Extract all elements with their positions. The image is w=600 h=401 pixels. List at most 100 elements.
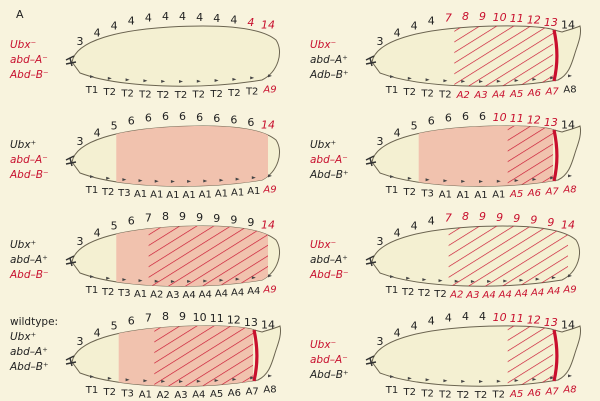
abd-b-band bbox=[252, 329, 259, 382]
segment-number: 9 bbox=[247, 216, 254, 229]
gene-allele: Ubx⁻ bbox=[310, 239, 337, 251]
denticle-mark bbox=[568, 374, 572, 378]
gene-allele: Abd–B⁺ bbox=[310, 169, 349, 181]
segment-identity-label: A1 bbox=[492, 190, 505, 201]
segment-identity-label: A7 bbox=[246, 386, 259, 397]
segment-identity-label: T2 bbox=[245, 86, 258, 97]
denticle-mark bbox=[443, 79, 448, 83]
segment-number: 6 bbox=[479, 110, 486, 123]
segment-identity-label: T2 bbox=[403, 387, 416, 398]
segment-number: 5 bbox=[111, 320, 118, 333]
gene-allele: abd–A⁻ bbox=[10, 54, 48, 66]
segment-identity-label: A5 bbox=[210, 389, 223, 400]
segment-identity-label: T2 bbox=[209, 89, 222, 100]
segment-identity-label: A7 bbox=[545, 86, 560, 97]
embryo-panel-l3: 3 4 5 6 7 8 9 9 9 9 9 14 T1 T2 T3 A1 A2 A3 A4 A4 A4 A4 A4 A9 Ubx… bbox=[0, 200, 300, 301]
segment-identity-label: A7 bbox=[545, 386, 560, 397]
segment-identity-label: A1 bbox=[199, 190, 212, 201]
denticle-mark bbox=[214, 79, 219, 83]
segment-number: 9 bbox=[479, 210, 486, 223]
segment-number: 4 bbox=[428, 15, 435, 28]
segment-number: 6 bbox=[128, 215, 135, 228]
segment-identity-label: A4 bbox=[514, 289, 528, 300]
segment-number: 6 bbox=[428, 115, 435, 128]
gene-allele: Abd–B⁺ bbox=[10, 361, 49, 373]
segment-identity-label: A2 bbox=[157, 390, 170, 401]
denticle-mark bbox=[251, 276, 256, 280]
segment-identity-label: A9 bbox=[262, 84, 276, 95]
segment-number: 14 bbox=[561, 119, 575, 132]
denticle-mark bbox=[170, 279, 175, 283]
segment-identity-label: T3 bbox=[117, 288, 130, 299]
segment-identity-label: A3 bbox=[166, 290, 179, 301]
gene-allele: Abd–B⁻ bbox=[10, 69, 49, 81]
denticle-mark bbox=[532, 77, 537, 81]
segment-number: 5 bbox=[411, 120, 418, 133]
denticle-mark bbox=[461, 179, 466, 183]
segment-number: 4 bbox=[394, 26, 401, 39]
head-skeleton bbox=[65, 155, 77, 167]
segment-identity-label: A1 bbox=[166, 190, 179, 201]
segment-number: 9 bbox=[213, 212, 220, 225]
segment-number: 13 bbox=[544, 316, 558, 329]
segment-identity-label: T2 bbox=[420, 388, 433, 399]
denticle-mark bbox=[268, 274, 272, 278]
segment-number: 3 bbox=[77, 35, 84, 48]
genotype-label: Ubx⁺ abd–A⁻ Abd–B⁻ bbox=[10, 138, 49, 183]
denticle-mark bbox=[568, 274, 572, 278]
segment-identity-label: T2 bbox=[192, 90, 205, 101]
expression-region-ubx bbox=[116, 126, 268, 187]
denticle-mark bbox=[454, 279, 459, 283]
segment-number: 7 bbox=[445, 211, 452, 224]
segment-number: 8 bbox=[162, 310, 169, 323]
segment-identity-label: A4 bbox=[192, 390, 205, 401]
denticle-mark bbox=[219, 278, 224, 282]
segment-number: 14 bbox=[561, 219, 575, 232]
embryo-outline bbox=[71, 25, 280, 87]
segment-number: 13 bbox=[544, 116, 558, 129]
segment-number: 12 bbox=[527, 314, 541, 327]
segment-number: 4 bbox=[145, 11, 152, 24]
segment-identity-label: A1 bbox=[231, 188, 244, 199]
segment-identity-label: A5 bbox=[509, 189, 523, 200]
expression-region-hatched bbox=[448, 226, 568, 287]
segment-number: 8 bbox=[462, 10, 469, 23]
denticle-mark bbox=[487, 279, 492, 283]
denticle-mark bbox=[179, 379, 183, 383]
segment-identity-label: A3 bbox=[473, 90, 487, 101]
segment-number: 14 bbox=[261, 219, 275, 232]
segment-number: 11 bbox=[510, 12, 524, 25]
denticle-mark bbox=[268, 174, 272, 178]
segment-number: 9 bbox=[530, 214, 537, 227]
segment-number: 14 bbox=[261, 119, 275, 132]
gene-allele: Ubx⁺ bbox=[10, 239, 37, 251]
segment-identity-label: A5 bbox=[509, 89, 523, 100]
segment-identity-label: A8 bbox=[563, 84, 576, 95]
segment-identity-label: A1 bbox=[134, 289, 147, 300]
segment-number: 14 bbox=[561, 19, 575, 32]
segment-number: 4 bbox=[247, 16, 254, 29]
embryo-panel-r1: 3 4 4 4 7 8 9 10 11 12 13 14 T1 T2 T2 T2 A2 A3 A4 A5 A6 A7 A8 U… bbox=[300, 0, 600, 101]
segment-identity-label: T3 bbox=[120, 388, 133, 399]
denticle-mark bbox=[390, 175, 394, 179]
denticle-mark bbox=[514, 379, 519, 383]
segment-identity-label: A4 bbox=[481, 290, 495, 301]
segment-identity-label: A1 bbox=[247, 186, 260, 197]
denticle-mark bbox=[519, 278, 524, 282]
segment-number: 6 bbox=[196, 111, 203, 124]
denticle-mark bbox=[90, 375, 94, 379]
head-skeleton bbox=[65, 255, 77, 267]
denticle-mark bbox=[179, 79, 183, 83]
genotype-label: Ubx⁻ abd–A⁺ Adb–B⁺ bbox=[310, 38, 349, 83]
segment-number: 4 bbox=[179, 10, 186, 23]
expression-region-hatched bbox=[148, 226, 268, 287]
denticle-mark bbox=[406, 276, 411, 280]
segment-number: 12 bbox=[227, 314, 241, 327]
denticle-mark bbox=[268, 374, 272, 378]
gene-allele: abd–A⁺ bbox=[310, 54, 348, 66]
expression-region-hatched bbox=[507, 125, 553, 187]
